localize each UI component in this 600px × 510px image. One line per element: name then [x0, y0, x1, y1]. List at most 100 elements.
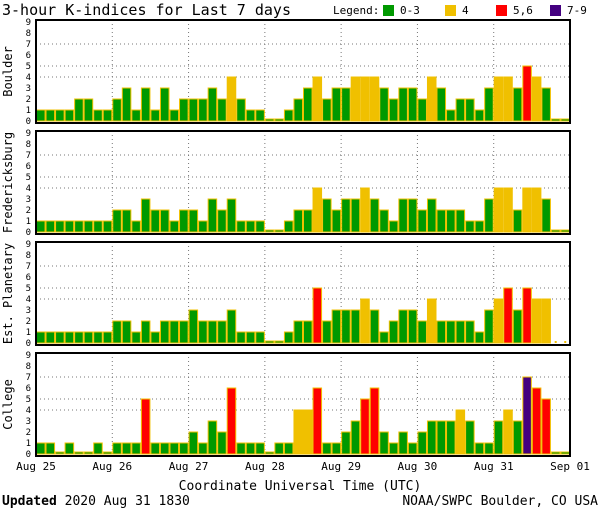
- bar: [169, 220, 180, 233]
- bar: [226, 76, 237, 122]
- bar: [303, 209, 313, 233]
- bar: [55, 331, 65, 344]
- bar: [198, 220, 208, 233]
- bar: [474, 220, 485, 233]
- y-tick-label: 1: [26, 439, 31, 449]
- y-tick-label: 3: [26, 306, 31, 316]
- bar: [379, 331, 389, 344]
- bar: [446, 209, 456, 233]
- bar: [217, 209, 227, 233]
- bar: [322, 98, 332, 122]
- bar: [512, 87, 523, 122]
- y-tick-label: 4: [26, 184, 31, 194]
- y-tick-label: 8: [26, 140, 31, 150]
- bar: [531, 298, 542, 344]
- bar: [150, 209, 160, 233]
- bar: [493, 298, 504, 344]
- bar: [140, 398, 151, 455]
- bar: [388, 98, 399, 122]
- y-tick-label: 1: [26, 217, 31, 227]
- bar: [522, 65, 532, 122]
- bar: [465, 320, 475, 344]
- bar: [303, 87, 313, 122]
- bar: [398, 87, 408, 122]
- bar: [379, 87, 389, 122]
- bar: [217, 431, 227, 455]
- legend: Legend: 0-3 4 5,6 7-9: [333, 4, 587, 17]
- bar: [245, 109, 256, 122]
- bar: [522, 376, 532, 455]
- bar: [312, 187, 323, 233]
- bar: [369, 387, 380, 455]
- bar: [522, 187, 532, 233]
- y-tick-label: 4: [26, 73, 31, 83]
- legend-entry-active: 4: [462, 4, 469, 17]
- bar-missing: [564, 341, 567, 343]
- bar: [369, 76, 380, 122]
- bar: [74, 98, 84, 122]
- y-tick-label: 4: [26, 406, 31, 416]
- bar: [360, 398, 370, 455]
- bar-missing: [554, 341, 557, 343]
- bar: [560, 229, 571, 233]
- bar: [274, 118, 284, 122]
- updated-value: 2020 Aug 31 1830: [65, 494, 190, 509]
- legend-entry-quiet: 0-3: [400, 4, 420, 17]
- bar: [560, 118, 571, 122]
- bar: [36, 109, 46, 122]
- panel-frame: [35, 352, 571, 457]
- bar: [188, 98, 199, 122]
- bar: [179, 209, 189, 233]
- bar: [407, 87, 418, 122]
- bar: [474, 109, 485, 122]
- bar: [493, 420, 504, 455]
- bar: [398, 198, 408, 233]
- bar: [436, 320, 447, 344]
- bar: [293, 320, 304, 344]
- bar: [150, 331, 160, 344]
- y-tick-label: 6: [26, 51, 31, 61]
- bar: [417, 98, 427, 122]
- bar: [398, 309, 408, 344]
- bar: [140, 87, 151, 122]
- bar: [188, 431, 199, 455]
- bar: [541, 398, 551, 455]
- x-tick-label: Aug 28: [245, 460, 285, 473]
- y-tick-label: 6: [26, 162, 31, 172]
- x-tick-label: Aug 26: [92, 460, 132, 473]
- bar: [293, 209, 304, 233]
- bar: [341, 198, 351, 233]
- bar: [331, 209, 342, 233]
- bar: [417, 431, 427, 455]
- bar: [417, 209, 427, 233]
- bar: [74, 220, 84, 233]
- bar: [264, 118, 275, 122]
- bar: [446, 420, 456, 455]
- bar: [474, 442, 485, 455]
- legend-entry-severe: 7-9: [567, 4, 587, 17]
- x-tick-label: Aug 30: [398, 460, 438, 473]
- bar: [503, 409, 513, 455]
- y-tick-label: 9: [26, 129, 31, 139]
- bar: [484, 442, 494, 455]
- bar: [226, 387, 237, 455]
- footer-source: NOAA/SWPC Boulder, CO USA: [402, 494, 598, 509]
- bar: [121, 320, 132, 344]
- legend-swatch-active: [445, 5, 456, 16]
- bar: [45, 220, 56, 233]
- bar: [236, 98, 246, 122]
- bar: [379, 209, 389, 233]
- x-axis-label: Coordinate Universal Time (UTC): [179, 479, 422, 494]
- bar: [198, 98, 208, 122]
- y-tick-label: 2: [26, 206, 31, 216]
- bar: [188, 309, 199, 344]
- bar: [446, 320, 456, 344]
- y-tick-label: 6: [26, 384, 31, 394]
- bar: [131, 109, 141, 122]
- bar: [179, 320, 189, 344]
- y-tick-label: 9: [26, 18, 31, 28]
- bar: [102, 331, 113, 344]
